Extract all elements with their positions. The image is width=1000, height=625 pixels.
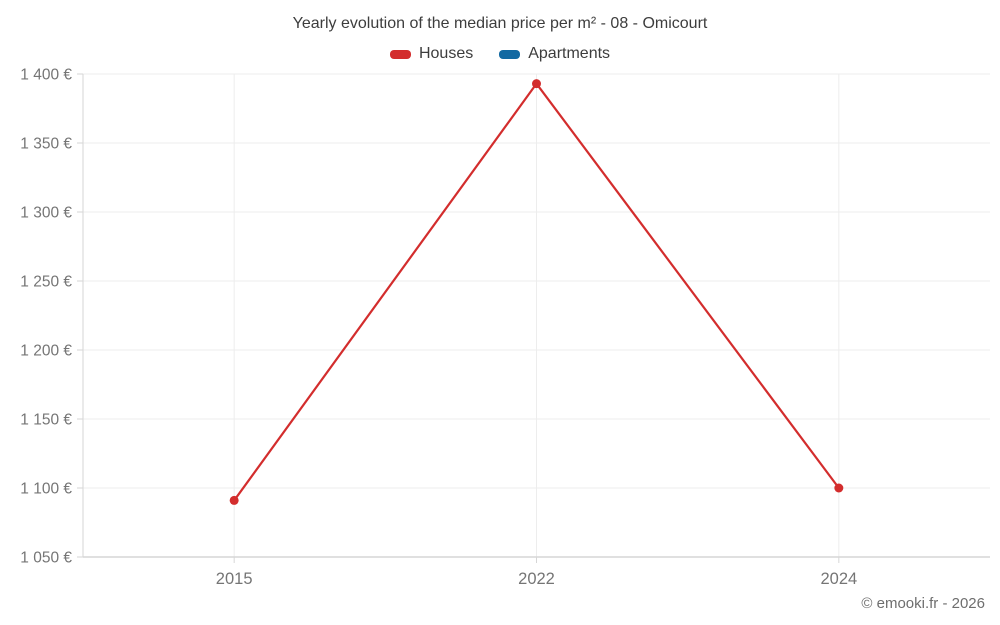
x-tick-label: 2015 — [216, 570, 253, 588]
legend-item-houses[interactable]: Houses — [389, 45, 474, 63]
x-tick-label: 2024 — [820, 570, 857, 588]
legend-label: Apartments — [528, 45, 611, 62]
legend-swatch-apartments — [499, 49, 521, 59]
chart-legend: Houses Apartments — [0, 45, 1000, 63]
legend-item-apartments[interactable]: Apartments — [499, 45, 610, 63]
y-tick-label: 1 350 € — [20, 136, 72, 153]
copyright-credit: © emooki.fr - 2026 — [861, 595, 985, 612]
y-tick-label: 1 400 € — [20, 67, 72, 84]
legend-swatch-houses — [389, 49, 411, 59]
houses-data-point[interactable] — [532, 79, 541, 89]
y-tick-label: 1 200 € — [20, 343, 72, 360]
y-tick-label: 1 150 € — [20, 412, 72, 429]
y-tick-label: 1 100 € — [20, 481, 72, 498]
chart-title: Yearly evolution of the median price per… — [292, 15, 708, 32]
legend-label: Houses — [418, 45, 474, 62]
y-tick-label: 1 300 € — [20, 205, 72, 222]
y-tick-label: 1 050 € — [20, 550, 72, 567]
y-tick-label: 1 250 € — [20, 274, 72, 291]
houses-data-point[interactable] — [834, 483, 844, 493]
x-tick-label: 2022 — [518, 570, 555, 588]
houses-data-point[interactable] — [229, 495, 239, 505]
